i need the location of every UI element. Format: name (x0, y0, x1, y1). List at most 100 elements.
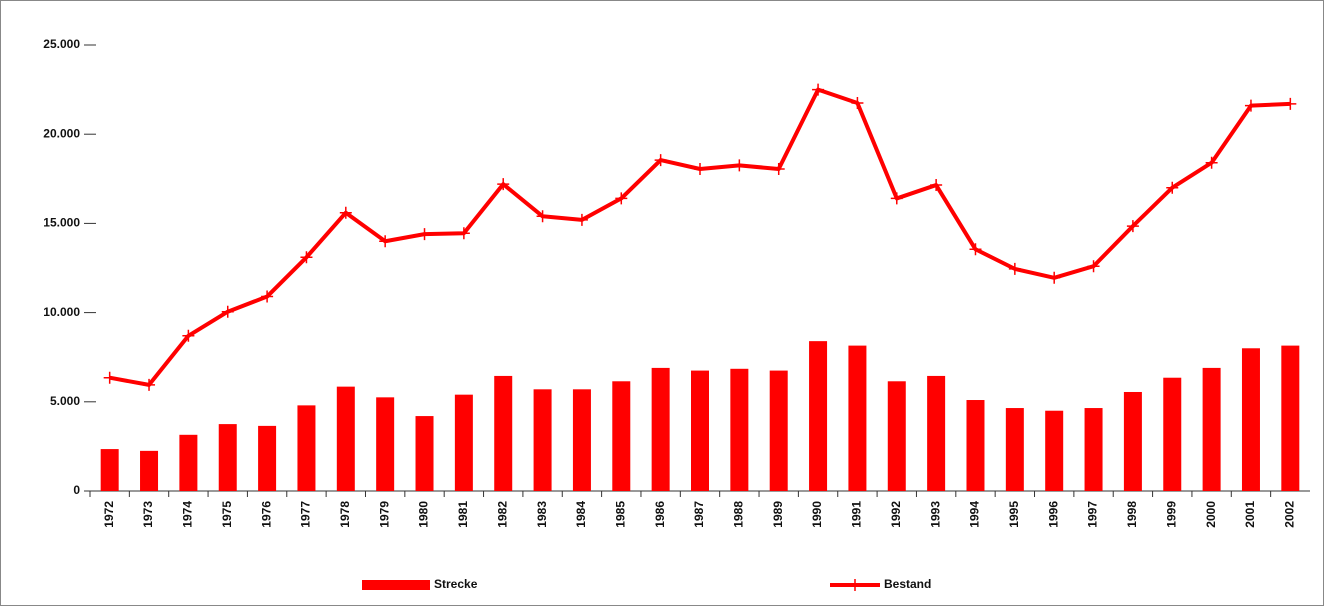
bar (454, 394, 473, 491)
x-tick-label: 1974 (181, 501, 195, 528)
legend-swatch (362, 580, 430, 590)
line-marker (733, 159, 746, 172)
bar (494, 375, 513, 491)
x-tick-label: 1993 (928, 501, 942, 528)
line-marker (536, 210, 549, 223)
x-tick-label: 1997 (1086, 501, 1100, 528)
x-tick-label: 1992 (889, 501, 903, 528)
x-tick-label: 1995 (1007, 501, 1021, 528)
line-marker (575, 213, 588, 226)
bar (1084, 408, 1103, 491)
bar (140, 450, 159, 491)
x-tick-label: 1982 (495, 501, 509, 528)
line-marker (261, 290, 274, 303)
line-marker (339, 206, 352, 219)
bar (572, 389, 591, 491)
line-marker (1008, 262, 1021, 275)
line-marker (969, 243, 982, 256)
x-tick-label: 1990 (810, 501, 824, 528)
y-tick-label: 0 (73, 483, 80, 497)
x-tick-label: 1972 (102, 501, 116, 528)
bar (533, 389, 552, 491)
bar (297, 405, 316, 491)
bar (258, 425, 277, 491)
x-tick-label: 1984 (574, 501, 588, 528)
bar (1163, 377, 1182, 491)
x-tick-label: 1991 (850, 501, 864, 528)
line-marker (379, 235, 392, 248)
x-tick-label: 1989 (771, 501, 785, 528)
line-marker (851, 96, 864, 109)
line-marker (890, 192, 903, 205)
line-marker (772, 162, 785, 175)
x-tick-label: 1973 (141, 501, 155, 528)
x-tick-label: 1999 (1164, 501, 1178, 528)
bar (1123, 391, 1142, 491)
x-tick-label: 1986 (653, 501, 667, 528)
bar (809, 341, 828, 491)
bar (848, 345, 867, 491)
line-marker (143, 378, 156, 391)
x-tick-label: 2000 (1204, 501, 1218, 528)
line-marker (1166, 181, 1179, 194)
x-tick-label: 1987 (692, 501, 706, 528)
line-marker (1244, 99, 1257, 112)
x-tick-label: 1994 (968, 501, 982, 528)
y-tick-label: 25.000 (43, 37, 80, 51)
bar (691, 370, 709, 491)
x-tick-label: 1981 (456, 501, 470, 528)
line-marker (1048, 271, 1061, 284)
line-marker (1284, 97, 1297, 110)
x-tick-label: 1988 (732, 501, 746, 528)
legend-label: Strecke (434, 577, 478, 591)
bar (769, 370, 788, 491)
line-marker (615, 192, 628, 205)
line-marker (182, 329, 195, 342)
line-marker (300, 251, 313, 264)
line-marker (1205, 156, 1218, 169)
bar (179, 434, 198, 491)
bar (966, 400, 985, 491)
x-tick-label: 1980 (417, 501, 431, 528)
x-tick-label: 2001 (1243, 501, 1257, 528)
bar (1281, 345, 1300, 491)
line-marker (654, 154, 667, 167)
x-tick-label: 2002 (1282, 501, 1296, 528)
x-tick-label: 1976 (259, 501, 273, 528)
bar (1202, 367, 1221, 491)
bar (218, 424, 237, 491)
x-tick-label: 1996 (1046, 501, 1060, 528)
line-marker (1126, 220, 1139, 233)
bar (730, 368, 749, 491)
bar (1005, 408, 1024, 491)
line-marker (221, 305, 234, 318)
x-tick-label: 1998 (1125, 501, 1139, 528)
line-marker (930, 179, 943, 192)
line-marker (497, 178, 510, 191)
x-tick-label: 1985 (613, 501, 627, 528)
x-tick-label: 1983 (535, 501, 549, 528)
line-marker (457, 227, 470, 240)
bar (100, 449, 119, 491)
bar (336, 386, 355, 491)
bar (887, 381, 906, 491)
x-tick-label: 1978 (338, 501, 352, 528)
x-tick-label: 1977 (299, 501, 313, 528)
y-tick-label: 5.000 (50, 394, 80, 408)
legend-label: Bestand (884, 577, 931, 591)
bar (651, 367, 670, 491)
bar (927, 375, 946, 491)
line-marker (103, 371, 116, 384)
bar (612, 381, 631, 491)
bar (1045, 410, 1064, 491)
bar (415, 416, 434, 491)
x-tick-label: 1975 (220, 501, 234, 528)
y-tick-label: 10.000 (43, 305, 80, 319)
line-marker (694, 162, 706, 175)
y-tick-label: 20.000 (43, 126, 80, 140)
y-tick-label: 15.000 (43, 216, 80, 230)
x-tick-label: 1979 (377, 501, 391, 528)
